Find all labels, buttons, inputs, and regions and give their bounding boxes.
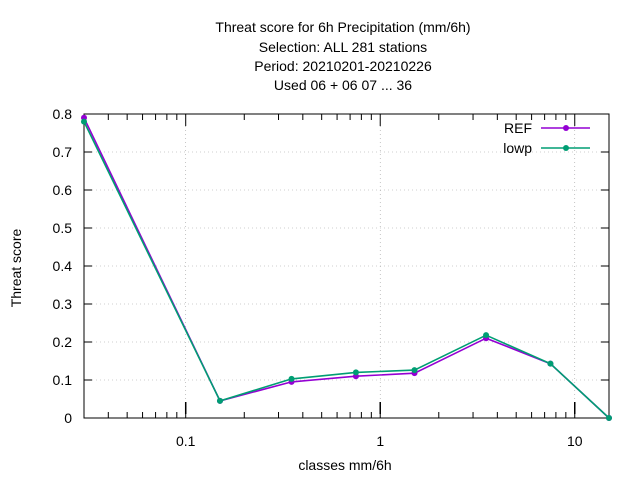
data-point (352, 369, 359, 376)
data-point (547, 360, 554, 367)
chart-title: Threat score for 6h Precipitation (mm/6h… (215, 19, 470, 93)
y-axis-label: Threat score (8, 228, 24, 307)
title-line-1: Threat score for 6h Precipitation (mm/6h… (215, 19, 470, 35)
y-tick-labels: 0 0.1 0.2 0.3 0.4 0.5 0.6 0.7 0.8 (53, 106, 73, 426)
series-line (83, 121, 610, 419)
grid-lines (84, 114, 609, 418)
legend-swatch-point (563, 145, 569, 151)
y-tick-label: 0.1 (53, 372, 73, 388)
x-axis-label: classes mm/6h (298, 457, 391, 473)
y-tick-label: 0.5 (53, 220, 73, 236)
y-tick-label: 0.7 (53, 144, 73, 160)
title-line-3: Period: 20210201-20210226 (254, 58, 432, 74)
series-layer (81, 114, 612, 421)
plot-frame (83, 113, 610, 419)
data-point (288, 375, 295, 382)
y-tick-label: 0.2 (53, 334, 73, 350)
data-point (606, 415, 612, 421)
legend-label: lowp (503, 140, 532, 156)
x-tick-label: 0.1 (176, 433, 196, 449)
x-tick-label: 10 (567, 433, 583, 449)
legend-label: REF (504, 120, 532, 136)
data-point (216, 397, 223, 404)
x-tick-labels: 0.1 1 10 (176, 433, 583, 449)
legend: REF lowp (503, 120, 590, 156)
series-lowp (81, 118, 612, 421)
x-tick-label: 1 (376, 433, 384, 449)
axis-ticks (83, 113, 609, 419)
title-line-2: Selection: ALL 281 stations (259, 39, 427, 55)
series-REF (81, 114, 612, 421)
legend-swatch-point (563, 125, 569, 131)
y-tick-label: 0.8 (53, 106, 73, 122)
y-tick-label: 0 (64, 410, 72, 426)
y-tick-label: 0.6 (53, 182, 73, 198)
y-tick-label: 0.4 (53, 258, 73, 274)
y-tick-label: 0.3 (53, 296, 73, 312)
data-point (81, 118, 87, 125)
data-point (411, 367, 418, 374)
title-line-4: Used 06 + 06 07 ... 36 (274, 77, 412, 93)
data-point (483, 332, 490, 339)
